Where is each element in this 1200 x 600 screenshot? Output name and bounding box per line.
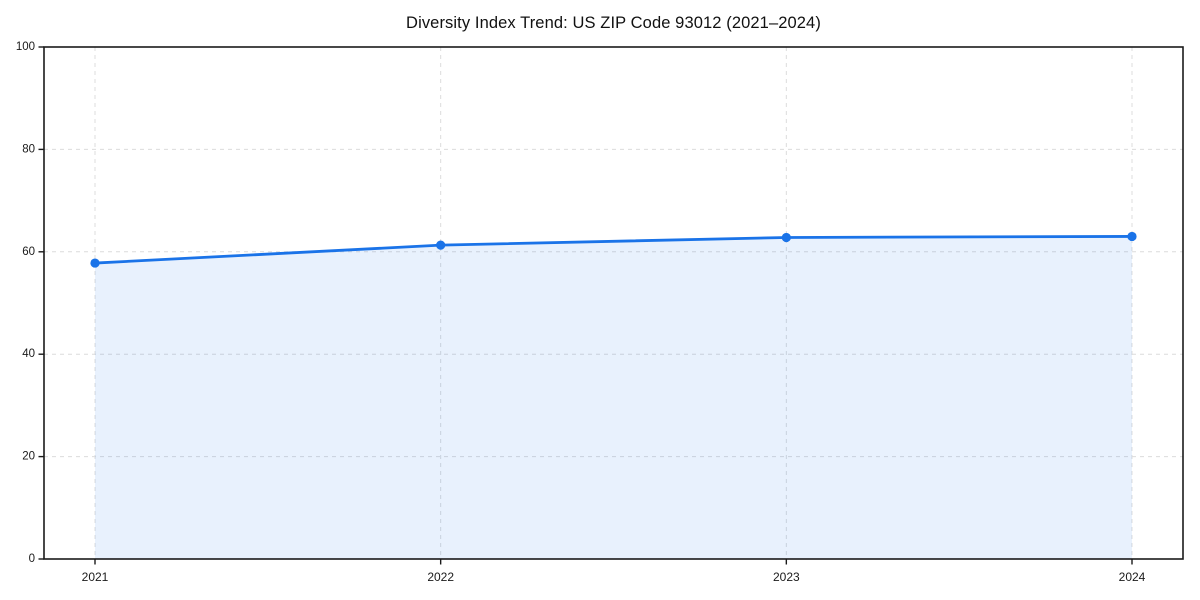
x-tick-label: 2022 (427, 570, 454, 584)
x-tick-label: 2021 (82, 570, 109, 584)
y-tick-label: 80 (22, 143, 35, 155)
data-point (1127, 231, 1137, 242)
plot-border (43, 46, 1184, 560)
trend-line (93, 235, 1134, 265)
x-tick-label: 2024 (1119, 570, 1146, 584)
chart-title: Diversity Index Trend: US ZIP Code 93012… (406, 14, 821, 32)
y-tick-label: 40 (22, 348, 35, 360)
data-point (436, 240, 446, 250)
y-tick-label: 100 (16, 41, 35, 53)
x-tick-label: 2023 (773, 570, 800, 584)
data-point (781, 232, 791, 243)
y-tick-label: 60 (22, 246, 35, 258)
y-tick-label: 0 (29, 553, 35, 565)
area-fill (95, 236, 1132, 559)
y-tick-label: 20 (22, 451, 35, 463)
data-point (90, 258, 100, 268)
